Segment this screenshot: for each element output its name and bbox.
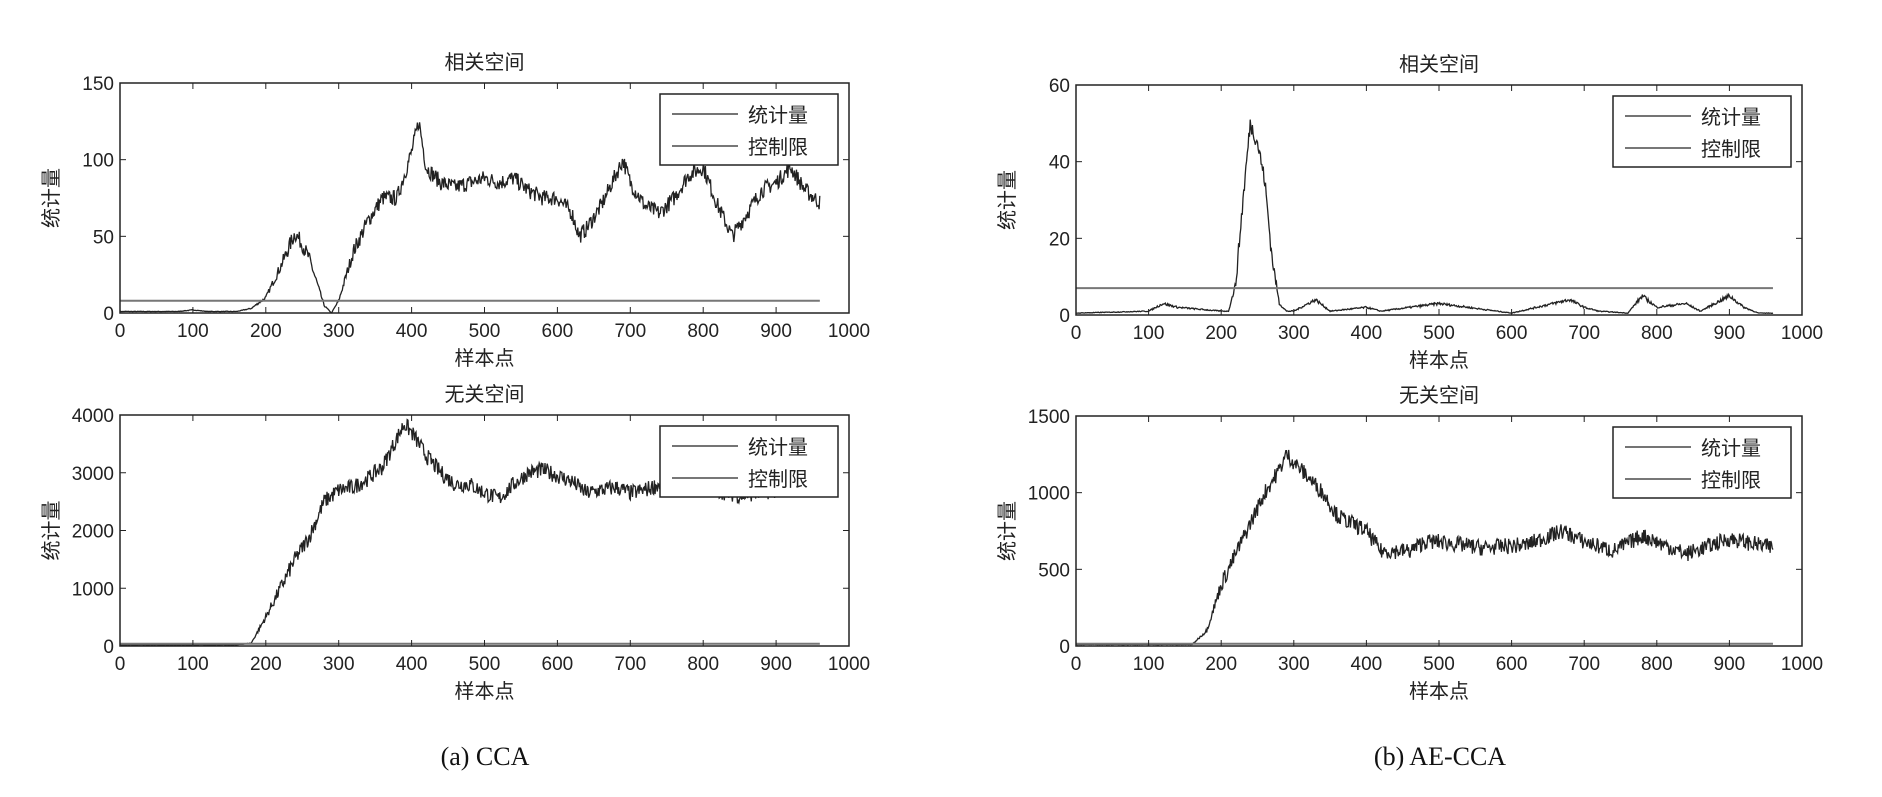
x-axis-label: 样本点 — [1409, 348, 1469, 372]
legend-label: 控制限 — [748, 467, 808, 491]
x-tick-label: 100 — [177, 654, 209, 675]
y-tick-label: 50 — [93, 227, 114, 248]
y-tick-label: 100 — [82, 151, 114, 172]
y-tick-label: 150 — [82, 74, 114, 95]
x-tick-label: 1000 — [828, 654, 870, 675]
y-tick-label: 60 — [1049, 76, 1070, 97]
x-tick-label: 1000 — [828, 321, 870, 342]
x-tick-label: 800 — [1641, 323, 1673, 344]
x-tick-label: 700 — [1568, 654, 1600, 675]
x-tick-label: 500 — [1423, 654, 1455, 675]
legend-label: 统计量 — [748, 435, 808, 459]
x-tick-label: 500 — [469, 321, 501, 342]
x-tick-label: 300 — [323, 654, 355, 675]
y-tick-label: 0 — [1059, 306, 1070, 327]
subplot-title: 相关空间 — [445, 50, 525, 74]
x-tick-label: 400 — [396, 654, 428, 675]
x-tick-label: 100 — [177, 321, 209, 342]
x-tick-label: 600 — [542, 654, 574, 675]
y-axis-label: 统计量 — [995, 501, 1019, 561]
x-tick-label: 1000 — [1781, 654, 1823, 675]
x-tick-label: 800 — [1641, 654, 1673, 675]
y-axis-label: 统计量 — [39, 168, 63, 228]
x-tick-label: 200 — [250, 321, 282, 342]
x-tick-label: 600 — [1496, 323, 1528, 344]
x-tick-label: 900 — [760, 654, 792, 675]
x-tick-label: 400 — [1351, 654, 1383, 675]
legend-label: 统计量 — [1701, 436, 1761, 460]
x-tick-label: 700 — [614, 654, 646, 675]
y-tick-label: 0 — [103, 304, 114, 325]
x-tick-label: 200 — [1205, 323, 1237, 344]
x-tick-label: 100 — [1133, 323, 1165, 344]
x-tick-label: 500 — [469, 654, 501, 675]
y-axis-label: 统计量 — [39, 501, 63, 561]
legend-box — [1612, 95, 1792, 168]
caption-a: (a) CCA — [441, 742, 530, 771]
y-tick-label: 2000 — [72, 522, 114, 543]
legend-label: 控制限 — [748, 135, 808, 159]
legend-box — [1612, 426, 1792, 499]
y-axis-label: 统计量 — [995, 170, 1019, 230]
legend-box — [659, 425, 839, 498]
x-axis-label: 样本点 — [455, 679, 515, 703]
x-tick-label: 400 — [1351, 323, 1383, 344]
x-tick-label: 1000 — [1781, 323, 1823, 344]
y-tick-label: 1000 — [72, 579, 114, 600]
y-tick-label: 1500 — [1028, 407, 1070, 428]
legend-box — [659, 93, 839, 166]
x-tick-label: 700 — [614, 321, 646, 342]
legend-label: 统计量 — [1701, 105, 1761, 129]
x-tick-label: 0 — [1071, 654, 1082, 675]
x-tick-label: 0 — [115, 654, 126, 675]
x-tick-label: 900 — [760, 321, 792, 342]
legend-label: 控制限 — [1701, 468, 1761, 492]
x-axis-label: 样本点 — [455, 346, 515, 370]
y-tick-label: 20 — [1049, 229, 1070, 250]
x-tick-label: 400 — [396, 321, 428, 342]
y-tick-label: 3000 — [72, 464, 114, 485]
y-tick-label: 500 — [1038, 560, 1070, 581]
x-tick-label: 200 — [250, 654, 282, 675]
x-axis-label: 样本点 — [1409, 679, 1469, 703]
x-tick-label: 900 — [1714, 654, 1746, 675]
y-tick-label: 40 — [1049, 153, 1070, 174]
x-tick-label: 200 — [1205, 654, 1237, 675]
x-tick-label: 300 — [323, 321, 355, 342]
x-tick-label: 0 — [115, 321, 126, 342]
x-tick-label: 0 — [1071, 323, 1082, 344]
x-tick-label: 600 — [542, 321, 574, 342]
caption-b: (b) AE-CCA — [1374, 742, 1506, 771]
legend-label: 统计量 — [748, 103, 808, 127]
y-tick-label: 0 — [103, 637, 114, 658]
x-tick-label: 300 — [1278, 654, 1310, 675]
statistic-line — [1075, 119, 1774, 315]
x-tick-label: 500 — [1423, 323, 1455, 344]
x-tick-label: 800 — [687, 321, 719, 342]
y-tick-label: 0 — [1059, 637, 1070, 658]
subplot-title: 无关空间 — [1399, 383, 1479, 407]
x-tick-label: 900 — [1714, 323, 1746, 344]
x-tick-label: 700 — [1568, 323, 1600, 344]
x-tick-label: 300 — [1278, 323, 1310, 344]
y-tick-label: 1000 — [1028, 484, 1070, 505]
subplot-title: 相关空间 — [1399, 52, 1479, 76]
legend-label: 控制限 — [1701, 137, 1761, 161]
x-tick-label: 600 — [1496, 654, 1528, 675]
x-tick-label: 800 — [687, 654, 719, 675]
x-tick-label: 100 — [1133, 654, 1165, 675]
subplot-title: 无关空间 — [445, 382, 525, 406]
y-tick-label: 4000 — [72, 406, 114, 427]
